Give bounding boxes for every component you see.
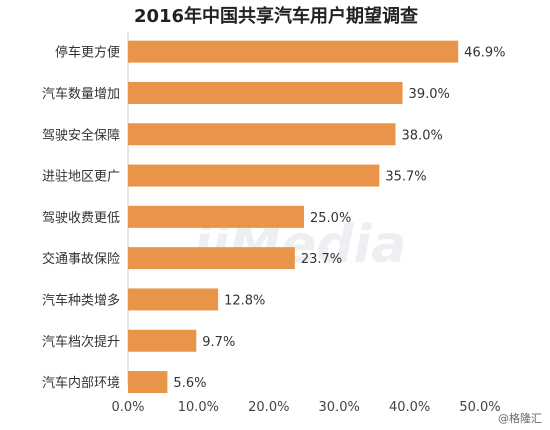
value-label-1: 46.9% xyxy=(464,46,505,61)
category-label-1: 停车更方便 xyxy=(55,45,120,61)
x-tick-label-6: 50.0% xyxy=(459,400,500,415)
value-label-5: 25.0% xyxy=(310,211,351,226)
bar-2 xyxy=(128,81,403,104)
bar-1 xyxy=(128,40,459,63)
category-label-2: 汽车数量增加 xyxy=(42,86,120,102)
chart-title: 2016年中国共享汽车用户期望调查 xyxy=(134,5,418,27)
value-label-4: 35.7% xyxy=(385,170,426,185)
bar-9 xyxy=(128,371,168,394)
category-label-6: 交通事故保险 xyxy=(42,251,120,267)
category-label-8: 汽车档次提升 xyxy=(42,334,120,350)
category-label-5: 驾驶收费更低 xyxy=(42,211,120,226)
category-label-3: 驾驶安全保障 xyxy=(42,127,120,143)
category-label-7: 汽车种类增多 xyxy=(42,292,120,308)
value-label-9: 5.6% xyxy=(173,376,206,391)
bar-5 xyxy=(128,205,304,228)
category-label-9: 汽车内部环境 xyxy=(42,375,120,391)
value-label-2: 39.0% xyxy=(409,87,450,102)
category-label-4: 进驻地区更广 xyxy=(42,170,120,185)
value-label-3: 38.0% xyxy=(402,128,443,143)
x-ticks-group: 0.0% 10.0% 20.0% 30.0% 40.0% 50.0% xyxy=(111,400,500,415)
bar-6 xyxy=(128,247,295,270)
credit-text: @格隆汇 xyxy=(498,411,542,425)
bar-3 xyxy=(128,123,396,146)
value-label-6: 23.7% xyxy=(301,252,342,267)
bar-4 xyxy=(128,164,380,187)
bar-7 xyxy=(128,288,219,311)
x-tick-label-4: 30.0% xyxy=(319,400,360,415)
value-label-8: 9.7% xyxy=(202,335,235,350)
x-tick-label-2: 10.0% xyxy=(178,400,219,415)
x-tick-label-3: 20.0% xyxy=(248,400,289,415)
bar-8 xyxy=(128,329,197,352)
value-label-7: 12.8% xyxy=(224,293,265,308)
bars-group: 停车更方便 46.9% 汽车数量增加 39.0% 驾驶安全保障 38.0% 进驻地区更广 35… xyxy=(42,40,505,394)
x-tick-label-1: 0.0% xyxy=(111,400,144,415)
x-tick-label-5: 40.0% xyxy=(389,400,430,415)
